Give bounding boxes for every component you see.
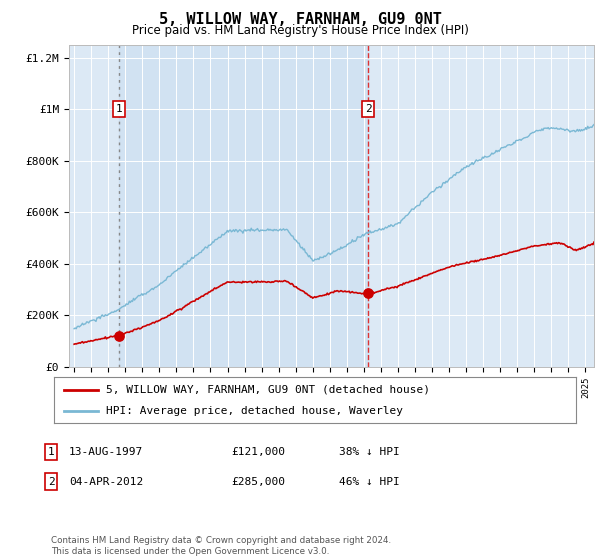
Text: £121,000: £121,000 <box>231 447 285 457</box>
Text: £285,000: £285,000 <box>231 477 285 487</box>
Text: 46% ↓ HPI: 46% ↓ HPI <box>339 477 400 487</box>
Bar <box>119 45 368 367</box>
Text: Price paid vs. HM Land Registry's House Price Index (HPI): Price paid vs. HM Land Registry's House … <box>131 24 469 36</box>
Text: 5, WILLOW WAY, FARNHAM, GU9 0NT: 5, WILLOW WAY, FARNHAM, GU9 0NT <box>158 12 442 27</box>
Text: 38% ↓ HPI: 38% ↓ HPI <box>339 447 400 457</box>
Text: 1: 1 <box>47 447 55 457</box>
Text: 13-AUG-1997: 13-AUG-1997 <box>69 447 143 457</box>
Text: Contains HM Land Registry data © Crown copyright and database right 2024.
This d: Contains HM Land Registry data © Crown c… <box>51 536 391 556</box>
Text: 5, WILLOW WAY, FARNHAM, GU9 0NT (detached house): 5, WILLOW WAY, FARNHAM, GU9 0NT (detache… <box>106 385 430 395</box>
Text: 2: 2 <box>365 104 371 114</box>
Point <box>364 289 373 298</box>
Text: HPI: Average price, detached house, Waverley: HPI: Average price, detached house, Wave… <box>106 407 403 416</box>
Text: 1: 1 <box>115 104 122 114</box>
Text: 2: 2 <box>47 477 55 487</box>
Point <box>114 331 124 340</box>
Text: 04-APR-2012: 04-APR-2012 <box>69 477 143 487</box>
